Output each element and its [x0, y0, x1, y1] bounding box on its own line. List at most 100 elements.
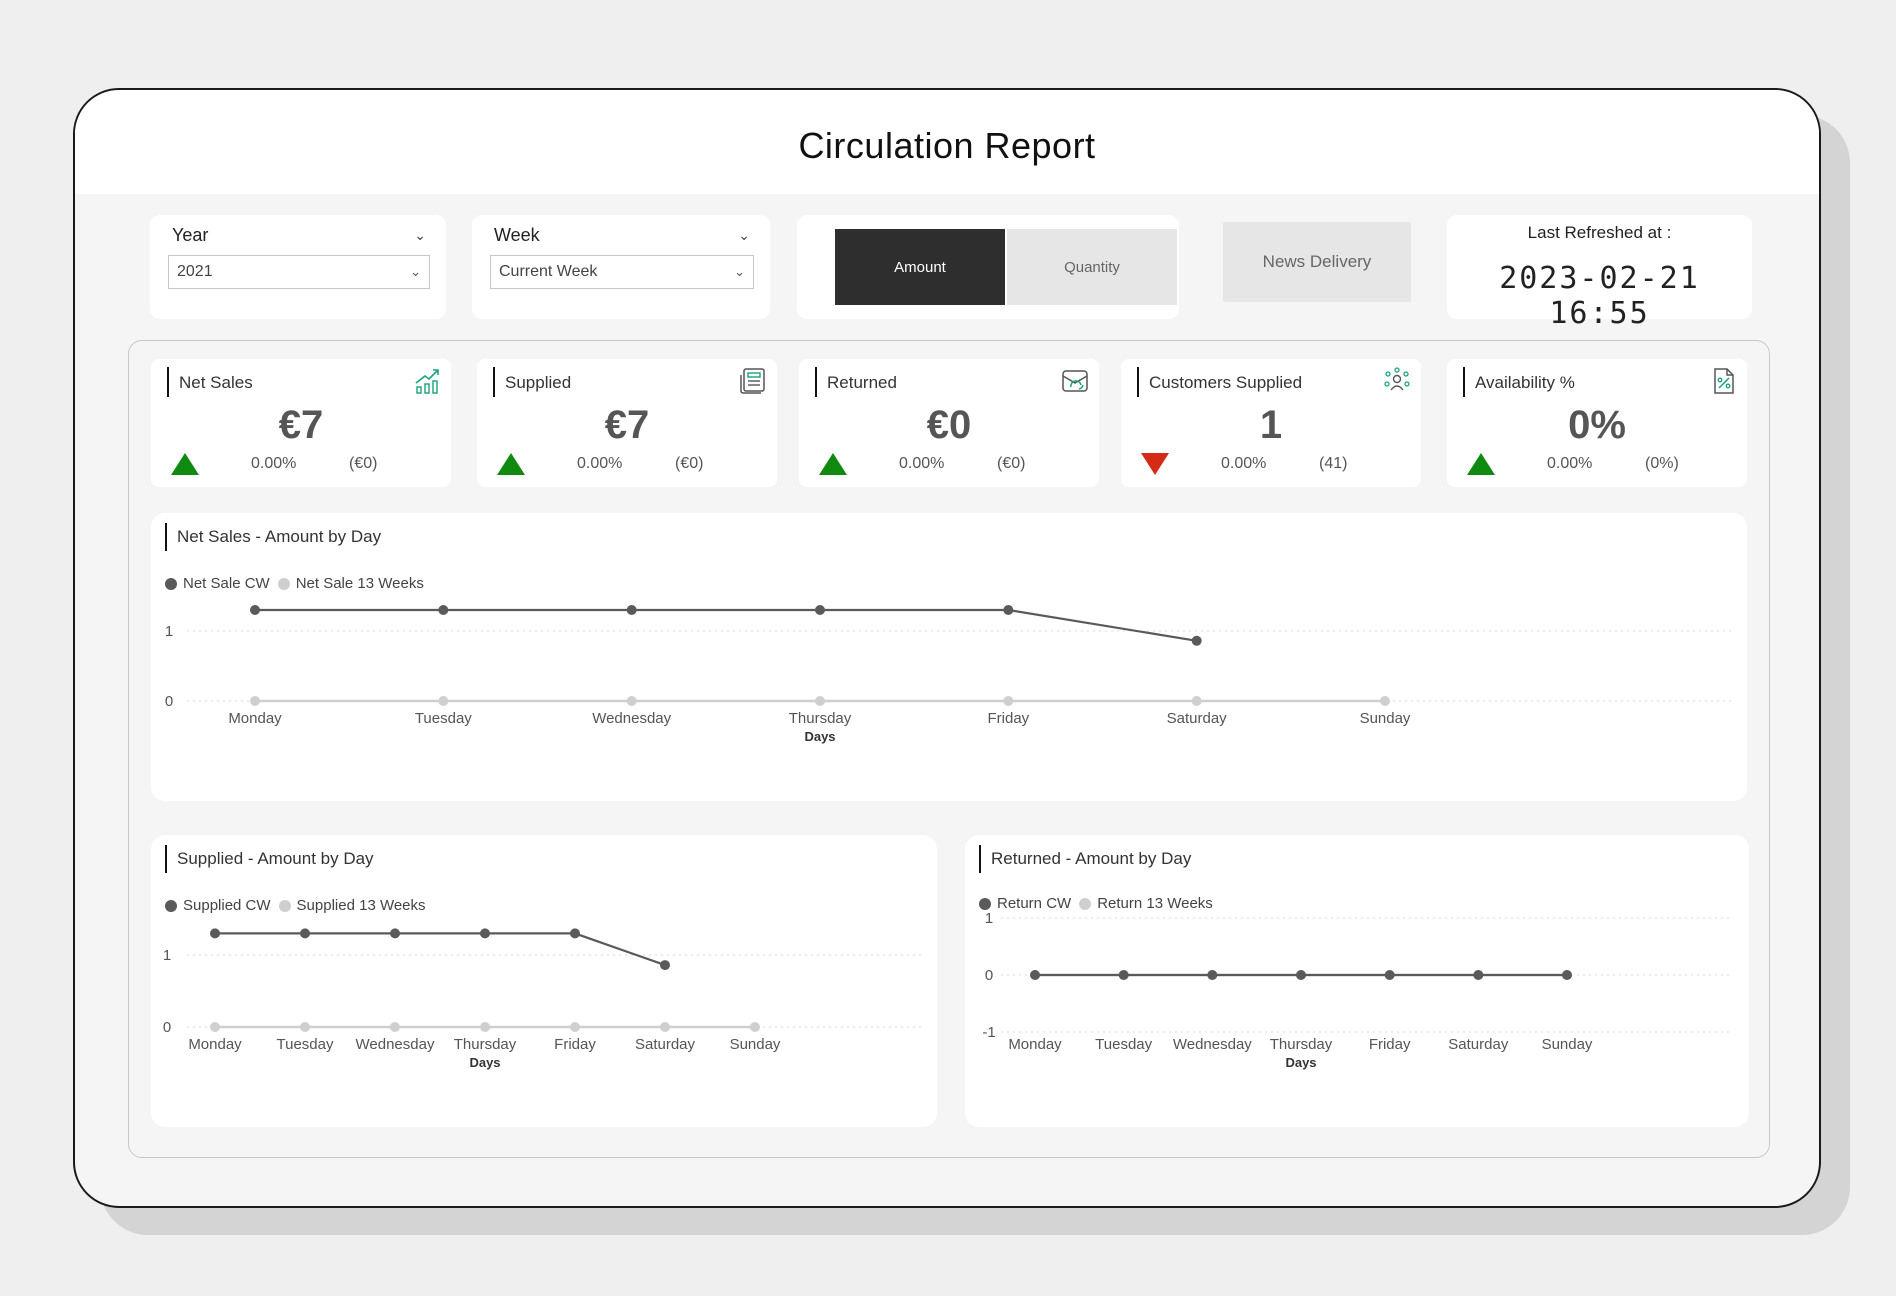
x-tick-label: Saturday: [1448, 1036, 1509, 1053]
supplied-chart: Supplied - Amount by Day Supplied CW Sup…: [151, 835, 937, 1127]
kpi-accent-bar: [493, 367, 495, 397]
kpi-card-supplied: Supplied €7 0.00% (€0): [477, 359, 777, 487]
chart-accent-bar: [165, 845, 167, 873]
people-network-icon: [1384, 367, 1410, 391]
amount-toggle-button[interactable]: Amount: [835, 229, 1005, 305]
kpi-label: Customers Supplied: [1149, 373, 1303, 392]
y-tick-label: 1: [163, 947, 171, 964]
data-point: [1003, 605, 1014, 615]
legend-item-13-weeks[interactable]: Supplied 13 Weeks: [278, 897, 426, 914]
chevron-down-icon[interactable]: ⌄: [738, 227, 750, 243]
kpi-previous-value: (€0): [349, 455, 378, 472]
data-point: [1030, 970, 1040, 980]
chart-title: Returned - Amount by Day: [991, 849, 1192, 868]
x-tick-label: Sunday: [1542, 1036, 1593, 1053]
year-dropdown-value: 2021: [177, 263, 213, 280]
x-tick-label: Sunday: [1360, 710, 1411, 727]
trend-up-icon: [497, 453, 525, 475]
kpi-label: Net Sales: [179, 373, 253, 392]
y-tick-label: 1: [985, 910, 993, 927]
kpi-accent-bar: [1463, 367, 1465, 397]
data-point: [570, 928, 580, 939]
kpi-change-percent: 0.00%: [1221, 455, 1267, 472]
main-content: Net Sales €7 0.00% (€0) Supplied: [128, 340, 1770, 1158]
chevron-down-icon: ⌄: [734, 264, 745, 279]
data-point: [1380, 696, 1390, 706]
page-title: Circulation Report: [798, 125, 1096, 166]
chart-accent-bar: [165, 523, 167, 551]
y-tick-label: -1: [982, 1024, 995, 1041]
x-tick-label: Saturday: [635, 1036, 696, 1053]
kpi-change-percent: 0.00%: [1547, 455, 1593, 472]
year-dropdown[interactable]: 2021 ⌄: [168, 255, 430, 289]
measure-toggle: Amount Quantity: [797, 215, 1179, 319]
data-point: [1118, 970, 1129, 980]
x-tick-label: Friday: [987, 710, 1029, 727]
kpi-accent-bar: [815, 367, 817, 397]
data-point: [390, 1022, 400, 1032]
legend-marker: [1079, 897, 1092, 910]
year-slicer: Year ⌄ 2021 ⌄: [150, 215, 446, 319]
data-point: [438, 605, 449, 615]
kpi-card-customers-supplied: Customers Supplied 1 0.00% (41): [1121, 359, 1421, 487]
data-point: [210, 928, 220, 939]
legend-item-13-weeks[interactable]: Return 13 Weeks: [1079, 895, 1213, 912]
legend-item-cw[interactable]: Return CW: [979, 895, 1071, 912]
week-slicer: Week ⌄ Current Week ⌄: [472, 215, 770, 319]
kpi-value: 0%: [1568, 403, 1626, 447]
x-tick-label: Tuesday: [1095, 1036, 1152, 1053]
x-tick-label: Monday: [188, 1036, 242, 1053]
y-tick-label: 0: [165, 693, 173, 710]
legend-item-cw[interactable]: Supplied CW: [165, 897, 271, 914]
quantity-toggle-button[interactable]: Quantity: [1007, 229, 1177, 305]
percent-document-icon: [1714, 368, 1734, 394]
x-tick-label: Thursday: [454, 1036, 517, 1053]
legend-item-cw[interactable]: Net Sale CW: [165, 575, 270, 592]
x-tick-label: Thursday: [789, 710, 852, 727]
data-point: [300, 1022, 310, 1032]
legend-label: Net Sale CW: [183, 575, 270, 592]
chart-legend: Supplied CW Supplied 13 Weeks: [165, 897, 434, 914]
legend-label: Return 13 Weeks: [1097, 895, 1213, 912]
data-point: [250, 605, 260, 615]
kpi-accent-bar: [1137, 367, 1139, 397]
x-tick-label: Thursday: [1270, 1036, 1333, 1053]
chart-accent-bar: [979, 845, 981, 873]
news-delivery-button[interactable]: News Delivery: [1223, 222, 1411, 302]
trend-up-icon: [171, 453, 199, 475]
report-frame: Circulation Report Year ⌄ 2021 ⌄ Week ⌄ …: [73, 88, 1821, 1208]
legend-item-13-weeks[interactable]: Net Sale 13 Weeks: [277, 575, 424, 592]
data-point: [660, 1022, 670, 1032]
data-point: [300, 928, 310, 939]
kpi-previous-value: (0%): [1645, 455, 1679, 472]
data-point: [1207, 970, 1218, 980]
kpi-accent-bar: [167, 367, 169, 397]
kpi-change-percent: 0.00%: [899, 455, 945, 472]
data-point: [1191, 696, 1202, 706]
kpi-value: €7: [278, 403, 324, 447]
chart-legend: Net Sale CW Net Sale 13 Weeks: [165, 575, 432, 592]
y-tick-label: 1: [165, 623, 173, 640]
y-tick-label: 0: [985, 967, 993, 984]
data-point: [1473, 970, 1484, 980]
kpi-value: €0: [926, 403, 972, 447]
data-point: [1296, 970, 1306, 980]
x-axis-title: Days: [1285, 1055, 1316, 1070]
newspaper-icon: [740, 368, 765, 394]
data-point: [626, 696, 637, 706]
return-box-icon: [1062, 370, 1088, 392]
legend-label: Net Sale 13 Weeks: [295, 575, 424, 592]
x-tick-label: Sunday: [730, 1036, 781, 1053]
legend-marker: [277, 577, 290, 590]
data-point: [660, 960, 670, 971]
chart-legend: Return CW Return 13 Weeks: [979, 895, 1221, 912]
trend-down-icon: [1141, 453, 1169, 475]
data-point: [210, 1022, 220, 1032]
data-point: [1562, 970, 1572, 980]
legend-marker: [165, 899, 177, 912]
series-line: [215, 932, 666, 967]
chart-title: Net Sales - Amount by Day: [177, 527, 382, 546]
week-dropdown[interactable]: Current Week ⌄: [490, 255, 754, 289]
chevron-down-icon[interactable]: ⌄: [414, 227, 426, 243]
kpi-previous-value: (41): [1319, 455, 1348, 472]
